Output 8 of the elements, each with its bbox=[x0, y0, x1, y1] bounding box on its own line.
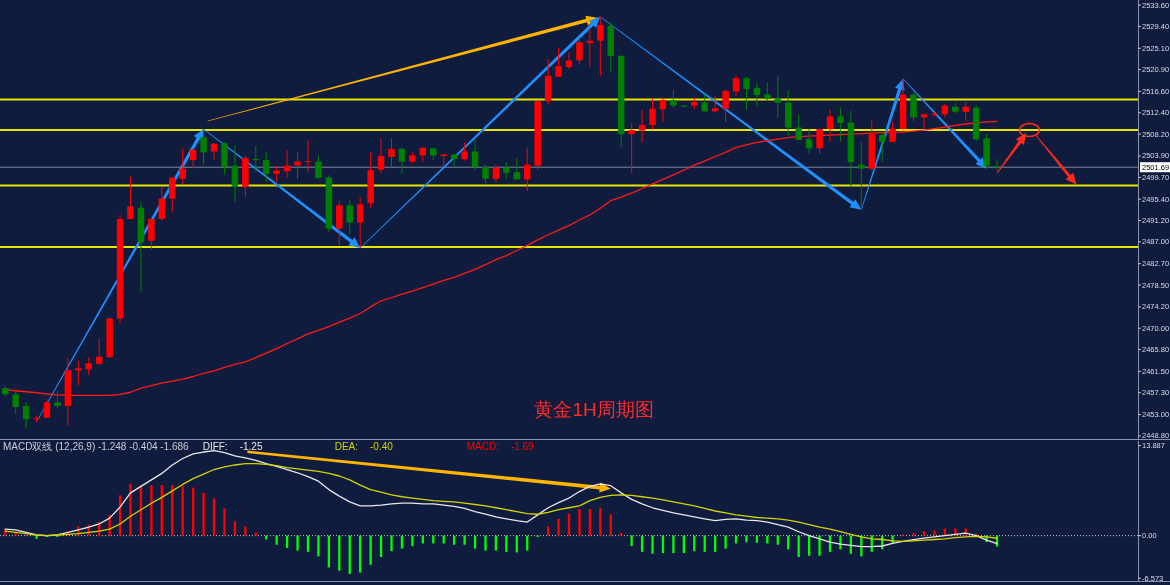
text: DEA: bbox=[334, 441, 358, 452]
text: MACD: bbox=[466, 441, 499, 452]
annotation: -1.69 bbox=[510, 441, 535, 452]
chart-title: MACD双线 (12,26,9) -1.248 -0.404 -1.686 bbox=[3, 441, 190, 452]
text: 黄金1H周期图 bbox=[534, 398, 654, 420]
series-label: DIFF: bbox=[202, 441, 228, 452]
annotation: -0.40 bbox=[370, 441, 394, 452]
annotation: -1.25 bbox=[239, 441, 263, 452]
